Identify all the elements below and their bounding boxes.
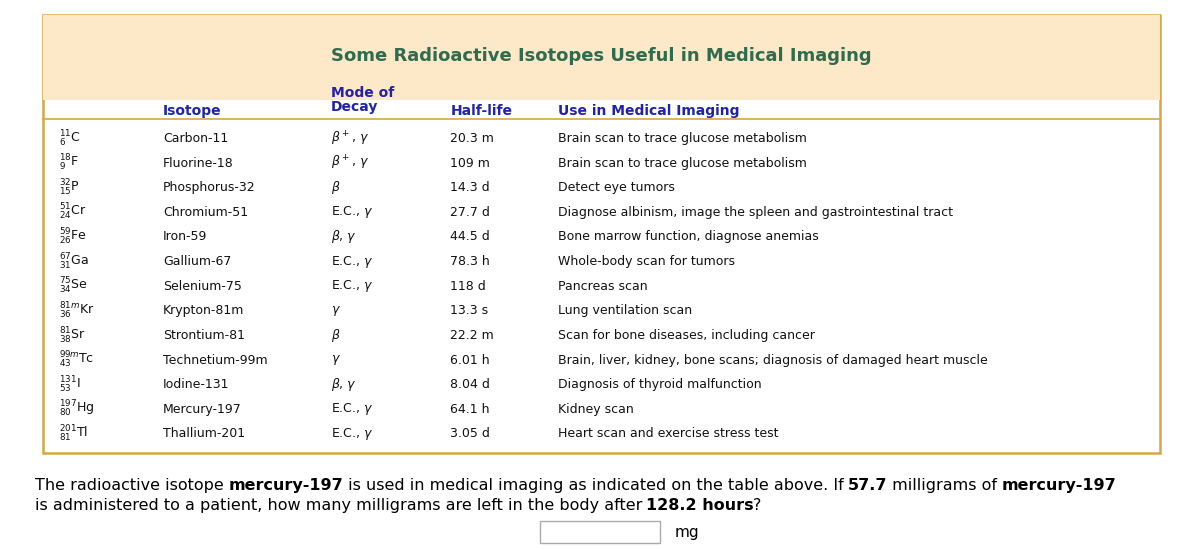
Text: Bone marrow function, diagnose anemias: Bone marrow function, diagnose anemias [558, 230, 818, 244]
Text: is administered to a patient, how many milligrams are left in the body after: is administered to a patient, how many m… [35, 498, 648, 514]
Text: 57.7: 57.7 [847, 478, 887, 493]
Text: Heart scan and exercise stress test: Heart scan and exercise stress test [558, 427, 779, 441]
Text: $\beta^+$, $\gamma$: $\beta^+$, $\gamma$ [331, 129, 368, 147]
Text: Brain scan to trace glucose metabolism: Brain scan to trace glucose metabolism [558, 132, 806, 145]
Text: mercury-197: mercury-197 [1002, 478, 1116, 493]
Text: is used in medical imaging as indicated on the table above. If: is used in medical imaging as indicated … [343, 478, 848, 493]
Text: $^{131}_{53}$I: $^{131}_{53}$I [59, 375, 80, 395]
Text: Kidney scan: Kidney scan [558, 403, 634, 416]
Text: Brain, liver, kidney, bone scans; diagnosis of damaged heart muscle: Brain, liver, kidney, bone scans; diagno… [558, 354, 988, 367]
Text: Some Radioactive Isotopes Useful in Medical Imaging: Some Radioactive Isotopes Useful in Medi… [331, 47, 872, 65]
Text: E.C., $\gamma$: E.C., $\gamma$ [331, 205, 373, 221]
Text: E.C., $\gamma$: E.C., $\gamma$ [331, 402, 373, 417]
Text: Diagnosis of thyroid malfunction: Diagnosis of thyroid malfunction [558, 378, 762, 391]
Text: $^{11}_{6}$C: $^{11}_{6}$C [59, 128, 80, 148]
Text: Isotope: Isotope [163, 104, 222, 118]
Text: 14.3 d: 14.3 d [450, 181, 490, 194]
Text: $^{197}_{80}$Hg: $^{197}_{80}$Hg [59, 399, 95, 420]
Text: $^{59}_{26}$Fe: $^{59}_{26}$Fe [59, 227, 86, 247]
Text: 78.3 h: 78.3 h [450, 255, 490, 268]
Text: Technetium-99m: Technetium-99m [163, 354, 268, 367]
Text: 44.5 d: 44.5 d [450, 230, 490, 244]
Text: Strontium-81: Strontium-81 [163, 329, 245, 342]
Text: Scan for bone diseases, including cancer: Scan for bone diseases, including cancer [558, 329, 815, 342]
Text: Brain scan to trace glucose metabolism: Brain scan to trace glucose metabolism [558, 157, 806, 169]
Text: $\gamma$: $\gamma$ [331, 353, 341, 367]
Text: Diagnose albinism, image the spleen and gastrointestinal tract: Diagnose albinism, image the spleen and … [558, 206, 953, 219]
Text: Detect eye tumors: Detect eye tumors [558, 181, 674, 194]
Text: $^{75}_{34}$Se: $^{75}_{34}$Se [59, 276, 88, 296]
Text: 64.1 h: 64.1 h [450, 403, 490, 416]
Text: $^{81m}_{36}$Kr: $^{81m}_{36}$Kr [59, 301, 95, 321]
Text: $\beta$, $\gamma$: $\beta$, $\gamma$ [331, 228, 356, 245]
Text: Use in Medical Imaging: Use in Medical Imaging [558, 104, 739, 118]
Text: 118 d: 118 d [450, 280, 486, 293]
Text: mg: mg [674, 525, 698, 540]
Text: 3.05 d: 3.05 d [450, 427, 491, 441]
Text: $\beta^+$, $\gamma$: $\beta^+$, $\gamma$ [331, 154, 368, 172]
Text: ?: ? [754, 498, 762, 514]
Text: Selenium-75: Selenium-75 [163, 280, 242, 293]
FancyBboxPatch shape [43, 15, 1160, 100]
Text: 20.3 m: 20.3 m [450, 132, 494, 145]
Text: E.C., $\gamma$: E.C., $\gamma$ [331, 254, 373, 270]
Text: 109 m: 109 m [450, 157, 491, 169]
Text: $^{32}_{15}$P: $^{32}_{15}$P [59, 178, 79, 198]
Text: Iron-59: Iron-59 [163, 230, 208, 244]
Text: Fluorine-18: Fluorine-18 [163, 157, 234, 169]
Text: milligrams of: milligrams of [887, 478, 1002, 493]
Text: $^{81}_{38}$Sr: $^{81}_{38}$Sr [59, 326, 85, 345]
Text: Carbon-11: Carbon-11 [163, 132, 228, 145]
Text: Mercury-197: Mercury-197 [163, 403, 241, 416]
Text: Phosphorus-32: Phosphorus-32 [163, 181, 256, 194]
Text: $\gamma$: $\gamma$ [331, 304, 341, 318]
Text: Pancreas scan: Pancreas scan [558, 280, 648, 293]
Text: $\beta$, $\gamma$: $\beta$, $\gamma$ [331, 376, 356, 393]
Text: Whole-body scan for tumors: Whole-body scan for tumors [558, 255, 736, 268]
Text: 8.04 d: 8.04 d [450, 378, 491, 391]
Text: Mode of: Mode of [331, 86, 394, 100]
Text: E.C., $\gamma$: E.C., $\gamma$ [331, 426, 373, 442]
Text: Half-life: Half-life [450, 104, 512, 118]
Text: $\beta$: $\beta$ [331, 179, 341, 196]
Text: Thallium-201: Thallium-201 [163, 427, 245, 441]
Text: Lung ventilation scan: Lung ventilation scan [558, 304, 692, 317]
Text: $^{67}_{31}$Ga: $^{67}_{31}$Ga [59, 251, 89, 272]
Text: $^{51}_{24}$Cr: $^{51}_{24}$Cr [59, 202, 86, 222]
Text: Iodine-131: Iodine-131 [163, 378, 229, 391]
FancyBboxPatch shape [540, 521, 660, 543]
Text: $^{99m}_{43}$Tc: $^{99m}_{43}$Tc [59, 350, 94, 370]
Text: 27.7 d: 27.7 d [450, 206, 491, 219]
FancyBboxPatch shape [43, 15, 1160, 453]
Text: 13.3 s: 13.3 s [450, 304, 488, 317]
Text: 128.2 hours: 128.2 hours [646, 498, 754, 514]
Text: mercury-197: mercury-197 [228, 478, 343, 493]
Text: $^{18}_{9}$F: $^{18}_{9}$F [59, 153, 79, 173]
Text: Krypton-81m: Krypton-81m [163, 304, 245, 317]
Text: E.C., $\gamma$: E.C., $\gamma$ [331, 278, 373, 294]
Text: The radioactive isotope: The radioactive isotope [35, 478, 229, 493]
Text: Chromium-51: Chromium-51 [163, 206, 248, 219]
Text: 6.01 h: 6.01 h [450, 354, 490, 367]
Text: Gallium-67: Gallium-67 [163, 255, 232, 268]
Text: 22.2 m: 22.2 m [450, 329, 494, 342]
Text: $\beta$: $\beta$ [331, 327, 341, 344]
Text: $^{201}_{81}$Tl: $^{201}_{81}$Tl [59, 424, 88, 444]
Text: Decay: Decay [331, 100, 378, 114]
